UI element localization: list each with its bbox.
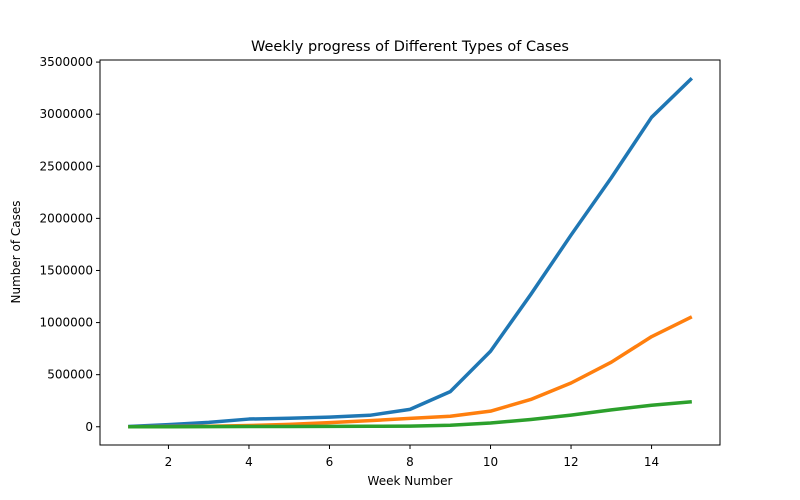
chart-title: Weekly progress of Different Types of Ca…	[251, 39, 569, 55]
y-tick-label: 0	[85, 420, 93, 434]
x-tick-label: 12	[563, 455, 578, 469]
x-tick-label: 10	[483, 455, 498, 469]
series-line-1	[128, 76, 694, 429]
x-axis-label: Week Number	[368, 474, 453, 488]
x-tick-label: 14	[644, 455, 659, 469]
y-tick-label: 3500000	[40, 55, 93, 69]
y-tick-label: 2000000	[40, 211, 93, 225]
y-tick-label: 1000000	[40, 316, 93, 330]
y-tick-label: 500000	[47, 368, 93, 382]
y-tick-label: 1500000	[40, 263, 93, 277]
x-tick-label: 8	[406, 455, 414, 469]
series-line-3	[128, 400, 692, 429]
y-axis-ticks: 0 500000 1000000 1500000 2000000 2500000 30000…	[40, 55, 100, 434]
x-tick-label: 6	[326, 455, 334, 469]
x-tick-label: 2	[165, 455, 173, 469]
x-axis-ticks: 2 4 6 8 10 12 14	[165, 445, 659, 469]
y-tick-label: 3000000	[40, 107, 93, 121]
plot-frame	[99, 59, 721, 446]
y-axis-label: Number of Cases	[9, 200, 23, 303]
y-tick-label: 2500000	[40, 159, 93, 173]
x-tick-label: 4	[245, 455, 253, 469]
series-layer	[128, 76, 694, 429]
